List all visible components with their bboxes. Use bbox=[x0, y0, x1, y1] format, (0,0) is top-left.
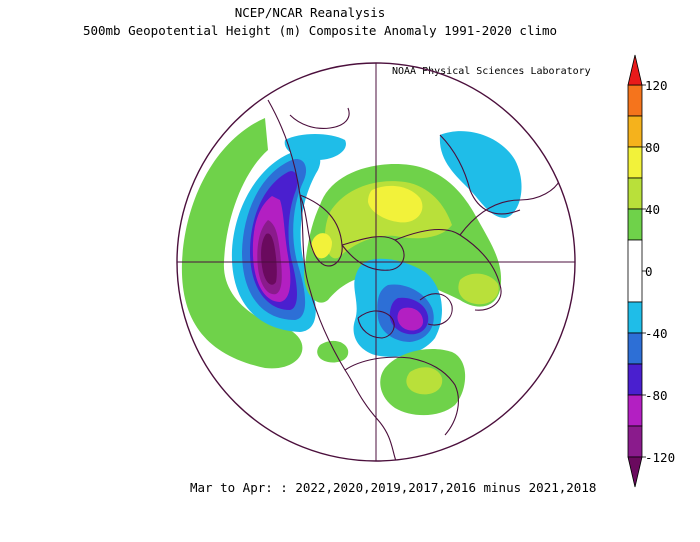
coastlines bbox=[267, 99, 561, 461]
colorbar-segment bbox=[627, 394, 643, 427]
anomaly-green-west bbox=[181, 118, 303, 369]
colorbar-arrow-bottom bbox=[627, 456, 643, 488]
colorbar-segment bbox=[627, 301, 643, 334]
footer-period: Mar to Apr: : 2022,2020,2019,2017,2016 m… bbox=[190, 480, 597, 495]
colorbar-segment bbox=[627, 115, 643, 148]
anomaly-yellow-central bbox=[368, 185, 423, 223]
anomaly-yellow-greenland bbox=[311, 233, 332, 259]
colorbar-segment bbox=[627, 239, 643, 303]
colorbar-segment bbox=[627, 84, 643, 117]
anomaly-lime-south bbox=[406, 367, 443, 395]
colorbar-label-minus120: -120 bbox=[645, 450, 676, 465]
title-line-1: NCEP/NCAR Reanalysis bbox=[234, 5, 386, 20]
colorbar-label-minus80: -80 bbox=[645, 388, 668, 403]
colorbar-segment bbox=[627, 208, 643, 241]
title-line-2: 500mb Geopotential Height (m) Composite … bbox=[82, 23, 558, 38]
colorbar-label-120: 120 bbox=[645, 78, 668, 93]
anomaly-blue-northeast bbox=[439, 131, 522, 218]
colorbar-segment bbox=[627, 177, 643, 210]
colorbar-segment bbox=[627, 363, 643, 396]
colorbar-label-40: 40 bbox=[645, 202, 661, 217]
anomaly-magenta-atlantic bbox=[397, 307, 424, 331]
colorbar-label-0: 0 bbox=[645, 264, 653, 279]
anomaly-lime-east bbox=[458, 273, 499, 305]
colorbar-segment bbox=[627, 425, 643, 458]
colorbar-arrow-top bbox=[627, 54, 643, 86]
anomaly-green-caribbean bbox=[317, 340, 349, 363]
credit-label: NOAA Physical Sciences Laboratory bbox=[392, 66, 591, 77]
colorbar-label-80: 80 bbox=[645, 140, 661, 155]
anomaly-field bbox=[181, 118, 522, 416]
map-border bbox=[176, 62, 576, 462]
colorbar-segment bbox=[627, 332, 643, 365]
colorbar-segment bbox=[627, 146, 643, 179]
anomaly-blue-alaska bbox=[284, 134, 346, 160]
anomaly-darkpurple-west bbox=[261, 233, 277, 285]
colorbar-label-minus40: -40 bbox=[645, 326, 668, 341]
